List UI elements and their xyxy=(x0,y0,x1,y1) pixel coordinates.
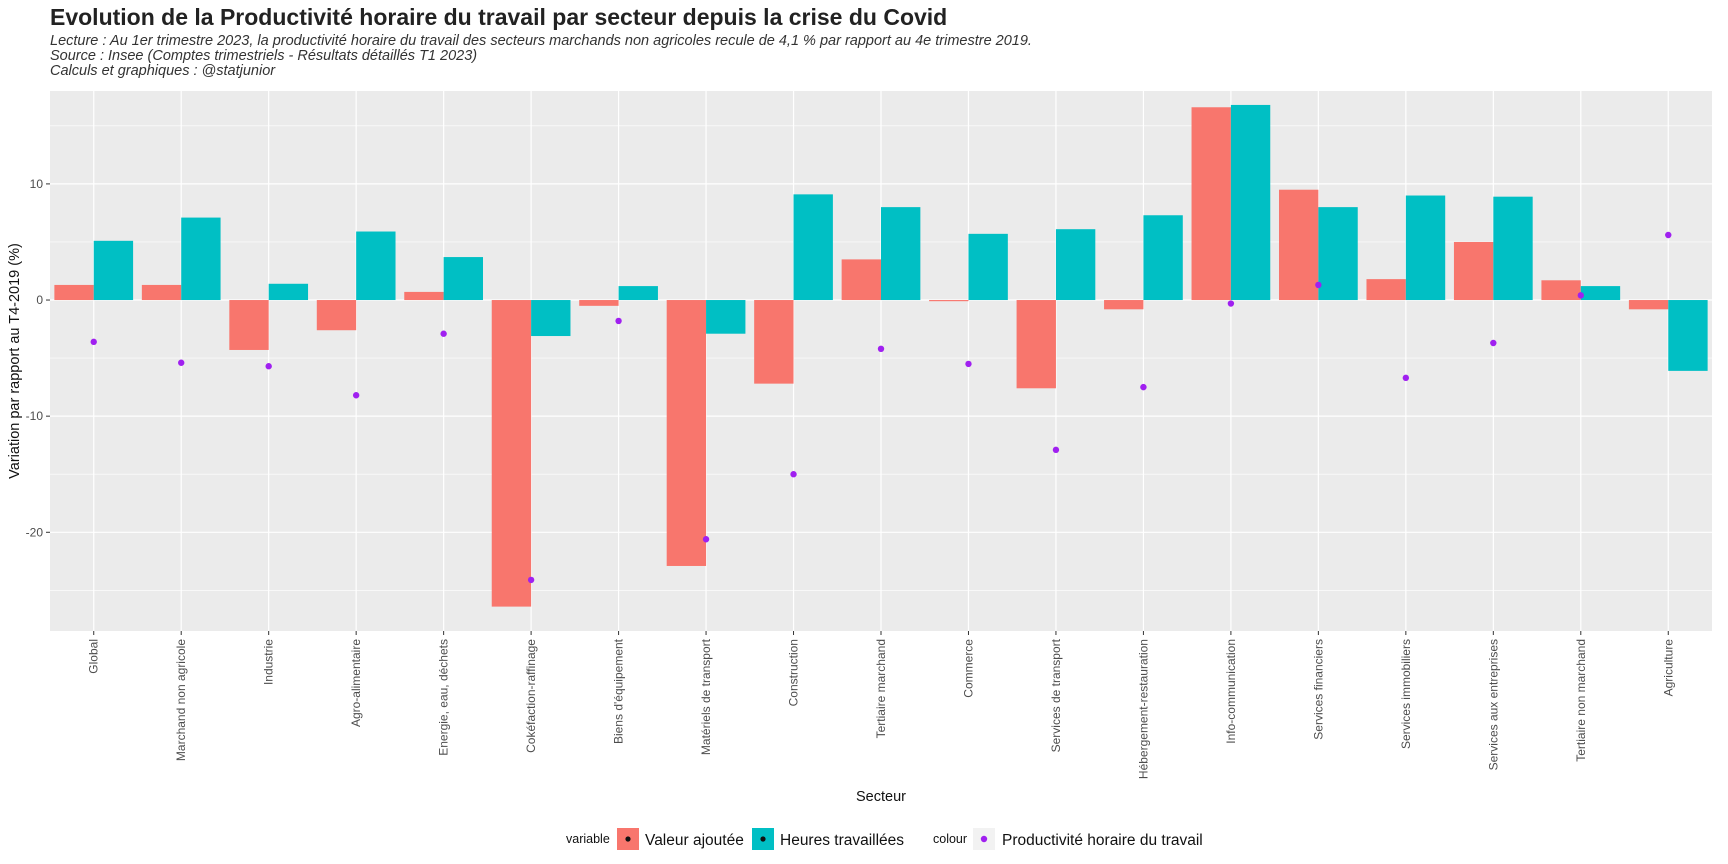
x-tick-label: Construction xyxy=(787,639,801,706)
point-productivite xyxy=(352,392,360,399)
bar-valeur-ajoutee xyxy=(1191,107,1231,301)
x-tick-label: Matériels de transport xyxy=(699,638,713,755)
x-tick-label: Industrie xyxy=(262,639,276,685)
legend-label-heures-travaillees: Heures travaillées xyxy=(780,832,904,849)
bar-valeur-ajoutee xyxy=(841,259,881,301)
bar-heures-travaillees xyxy=(793,194,833,301)
y-tick-label: -10 xyxy=(26,409,44,423)
x-tick-label: Biens d'équipement xyxy=(612,638,626,744)
chart-subtitle-reading: Lecture : Au 1er trimestre 2023, la prod… xyxy=(50,33,1032,49)
bar-valeur-ajoutee xyxy=(316,300,357,331)
bar-valeur-ajoutee xyxy=(666,300,707,566)
bar-heures-travaillees xyxy=(881,207,921,301)
legend-key-productivite-dot xyxy=(980,835,988,843)
bar-valeur-ajoutee xyxy=(1366,279,1406,301)
bar-heures-travaillees xyxy=(1055,229,1096,301)
chart-subtitle-credits: Calculs et graphiques : @statjunior xyxy=(50,63,276,79)
bar-heures-travaillees xyxy=(1230,104,1271,301)
legend-key-dot xyxy=(760,836,766,842)
bar-valeur-ajoutee xyxy=(579,300,619,306)
point-productivite xyxy=(1227,300,1235,307)
legend-colour-title: colour xyxy=(933,832,967,846)
x-tick-label: Services financiers xyxy=(1311,639,1325,740)
bar-heures-travaillees xyxy=(1668,300,1708,371)
bar-heures-travaillees xyxy=(1143,215,1183,301)
x-tick-label: Info-communication xyxy=(1224,639,1238,744)
point-productivite xyxy=(615,317,622,325)
bar-heures-travaillees xyxy=(356,231,396,301)
bar-heures-travaillees xyxy=(968,233,1008,301)
bar-heures-travaillees xyxy=(1580,286,1621,301)
bar-valeur-ajoutee xyxy=(929,300,969,302)
bar-heures-travaillees xyxy=(531,300,571,337)
point-productivite xyxy=(790,471,797,478)
x-tick-label: Marchand non agricole xyxy=(174,639,188,761)
x-tick-label: Services immobiliers xyxy=(1399,639,1413,749)
bar-heures-travaillees xyxy=(268,283,309,301)
point-productivite xyxy=(265,363,272,370)
x-tick-label: Agro-alimentaire xyxy=(349,639,363,727)
bar-heures-travaillees xyxy=(618,286,658,301)
bar-heures-travaillees xyxy=(93,240,134,301)
point-productivite xyxy=(1665,231,1672,239)
x-tick-label: Services aux entreprises xyxy=(1486,639,1500,770)
point-productivite xyxy=(877,345,885,353)
x-tick-label: Services de transport xyxy=(1049,638,1063,752)
legend-label-productivite: Productivité horaire du travail xyxy=(1002,832,1203,849)
bar-heures-travaillees xyxy=(706,300,746,334)
bar-valeur-ajoutee xyxy=(1453,241,1494,301)
point-productivite xyxy=(1577,292,1584,299)
bar-valeur-ajoutee xyxy=(1104,300,1144,310)
bar-heures-travaillees xyxy=(1405,195,1446,301)
bar-valeur-ajoutee xyxy=(404,291,444,301)
bar-valeur-ajoutee xyxy=(491,300,532,607)
x-tick-label: Commerce xyxy=(961,639,975,698)
legend-fill-title: variable xyxy=(566,832,610,846)
point-productivite xyxy=(1490,339,1497,347)
bar-valeur-ajoutee xyxy=(1279,189,1319,301)
point-productivite xyxy=(702,536,710,543)
bar-valeur-ajoutee xyxy=(54,284,94,301)
point-productivite xyxy=(527,576,535,584)
point-productivite xyxy=(1315,281,1322,289)
bar-valeur-ajoutee xyxy=(1016,300,1056,389)
bar-valeur-ajoutee xyxy=(229,300,269,350)
x-tick-label: Agriculture xyxy=(1661,639,1675,697)
legend-key-dot xyxy=(625,836,631,842)
bar-valeur-ajoutee xyxy=(141,284,182,301)
x-tick-label: Cokéfaction-raffinage xyxy=(524,639,538,753)
bar-heures-travaillees xyxy=(443,257,483,301)
point-productivite xyxy=(178,359,185,366)
chart-title: Evolution de la Productivité horaire du … xyxy=(50,4,948,30)
y-tick-label: -20 xyxy=(26,525,44,539)
point-productivite xyxy=(440,330,447,337)
chart-subtitle-source: Source : Insee (Comptes trimestriels - R… xyxy=(50,48,478,64)
point-productivite xyxy=(90,338,97,346)
x-tick-label: Global xyxy=(87,639,101,674)
point-productivite xyxy=(1052,446,1060,454)
point-productivite xyxy=(1140,383,1147,391)
y-tick-label: 10 xyxy=(30,177,44,191)
x-tick-label: Tertiaire marchand xyxy=(874,639,888,738)
legend-label-valeur-ajoutee: Valeur ajoutée xyxy=(645,832,744,849)
bar-heures-travaillees xyxy=(1318,207,1358,301)
bar-valeur-ajoutee xyxy=(1628,300,1669,310)
point-productivite xyxy=(965,360,972,368)
x-tick-label: Hébergement-restauration xyxy=(1136,639,1150,779)
bar-valeur-ajoutee xyxy=(1541,280,1581,301)
y-tick-label: 0 xyxy=(36,293,43,307)
bar-valeur-ajoutee xyxy=(754,300,794,384)
point-productivite xyxy=(1402,374,1410,382)
y-axis-title: Variation par rapport au T4-2019 (%) xyxy=(7,243,23,479)
x-axis-title: Secteur xyxy=(856,789,906,805)
x-tick-label: Energie, eau, déchets xyxy=(437,639,451,756)
bar-heures-travaillees xyxy=(1493,196,1533,301)
bar-heures-travaillees xyxy=(181,217,221,301)
x-tick-label: Tertiaire non marchand xyxy=(1574,639,1588,762)
